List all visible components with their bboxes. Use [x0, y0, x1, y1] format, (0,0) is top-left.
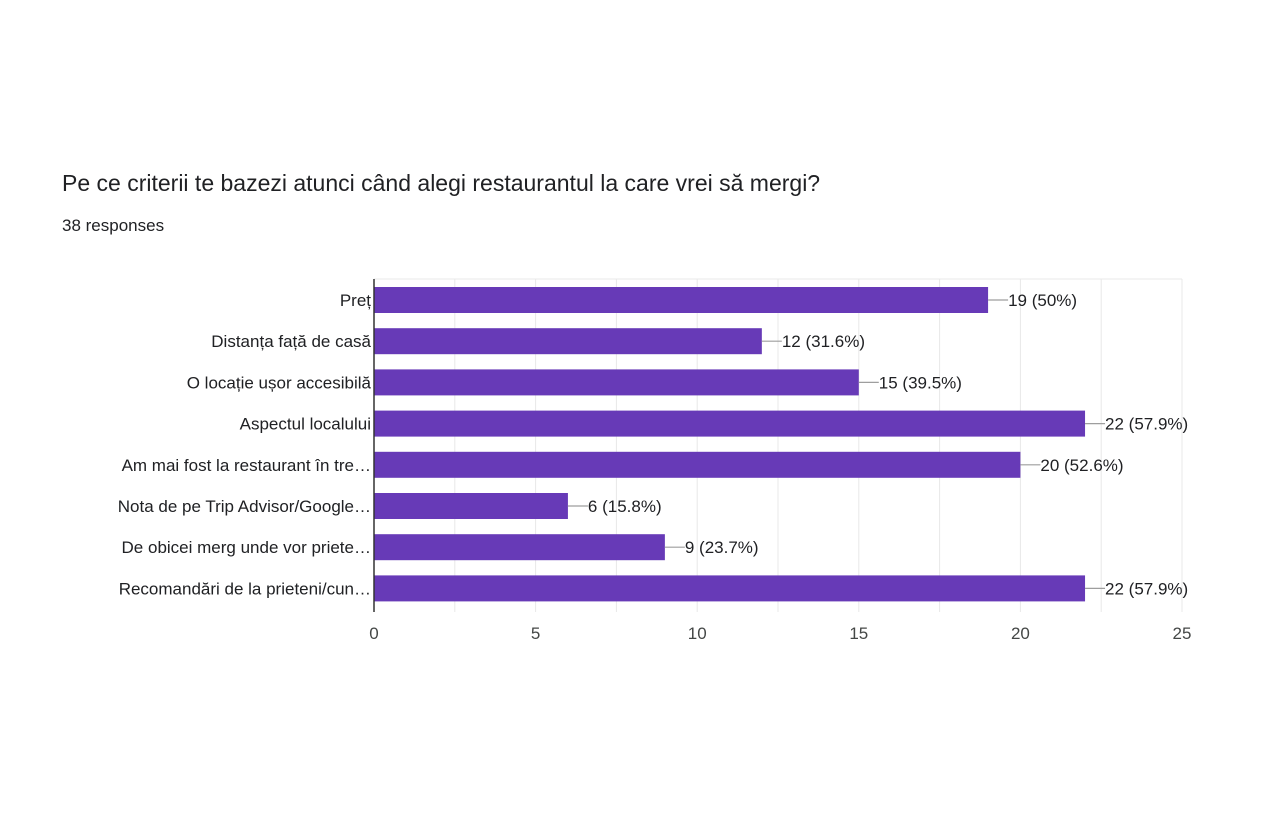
value-label-1: 12 (31.6%) — [782, 332, 865, 351]
x-tick-label-2: 10 — [688, 624, 707, 643]
x-tick-label-5: 25 — [1173, 624, 1192, 643]
value-label-2: 15 (39.5%) — [879, 373, 962, 392]
bars — [374, 287, 1106, 602]
value-label-0: 19 (50%) — [1008, 291, 1077, 310]
category-label-4: Am mai fost la restaurant în tre… — [122, 456, 371, 475]
x-tick-label-3: 15 — [849, 624, 868, 643]
bar-0 — [374, 287, 989, 313]
question-title: Pe ce criterii te bazezi atunci când ale… — [62, 170, 821, 196]
value-label-3: 22 (57.9%) — [1105, 415, 1188, 434]
response-count: 38 responses — [62, 216, 165, 235]
x-tick-label-4: 20 — [1011, 624, 1030, 643]
bar-6 — [374, 534, 665, 561]
value-label-7: 22 (57.9%) — [1105, 579, 1188, 598]
category-label-3: Aspectul localului — [240, 415, 371, 434]
labels: 19 (50%) Preț 12 (31.6%) Distanța față de c… — [118, 291, 1192, 643]
bar-2 — [374, 369, 859, 396]
bar-7 — [374, 575, 1086, 602]
category-label-0: Preț — [340, 291, 371, 310]
category-label-1: Distanța față de casă — [211, 332, 371, 351]
category-label-6: De obicei merg unde vor priete… — [122, 538, 371, 557]
bar-5 — [374, 493, 568, 519]
category-label-7: Recomandări de la prieteni/cun… — [119, 579, 371, 598]
bar-3 — [374, 410, 1086, 437]
bar-4 — [374, 451, 1021, 478]
value-label-4: 20 (52.6%) — [1040, 456, 1123, 475]
value-label-5: 6 (15.8%) — [588, 497, 662, 516]
x-tick-label-0: 0 — [369, 624, 378, 643]
category-label-5: Nota de pe Trip Advisor/Google… — [118, 497, 371, 516]
category-label-2: O locație ușor accesibilă — [187, 373, 372, 392]
bar-1 — [374, 328, 762, 355]
value-label-6: 9 (23.7%) — [685, 538, 759, 557]
x-tick-label-1: 5 — [531, 624, 540, 643]
